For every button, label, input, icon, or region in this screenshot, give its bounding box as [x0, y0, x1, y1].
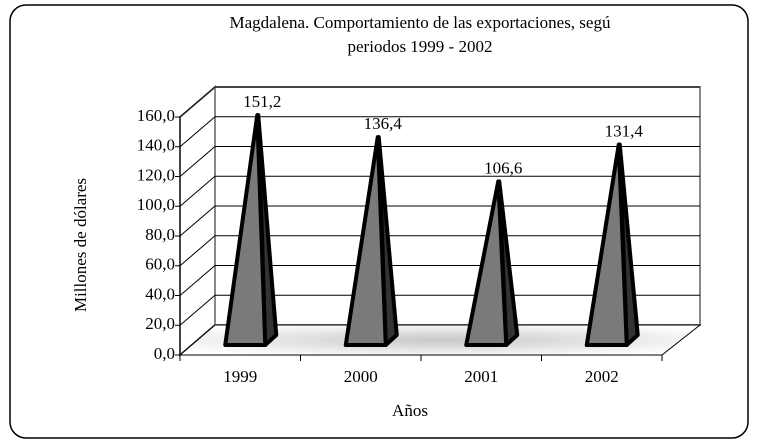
y-tick-label: 80,0	[145, 225, 175, 244]
y-tick-label: 40,0	[145, 284, 175, 303]
data-label: 131,4	[605, 121, 644, 140]
grid-line	[179, 146, 216, 177]
y-tick-label: 120,0	[137, 165, 175, 184]
x-tick-label: 2000	[344, 367, 378, 386]
chart-title: periodos 1999 - 2002	[348, 37, 493, 56]
data-label: 136,4	[364, 114, 403, 133]
grid-line	[179, 175, 216, 207]
x-tick-label: 2001	[464, 367, 498, 386]
y-tick-label: 0,0	[154, 344, 175, 363]
bar	[343, 135, 388, 347]
x-tick-label: 2002	[585, 367, 619, 386]
y-tick-label: 20,0	[145, 314, 175, 333]
grid-line	[179, 235, 216, 267]
grid-line	[179, 86, 216, 118]
y-tick-label: 160,0	[137, 106, 175, 125]
bar	[584, 142, 629, 347]
y-tick-label: 60,0	[145, 255, 175, 274]
bar	[464, 179, 509, 347]
chart-title: Magdalena. Comportamiento de las exporta…	[230, 13, 611, 32]
y-tick-label: 140,0	[137, 136, 175, 155]
grid-line	[179, 294, 216, 326]
bar	[223, 113, 268, 347]
grid-line	[179, 265, 216, 296]
x-axis-label: Años	[392, 401, 428, 420]
x-tick-label: 1999	[223, 367, 257, 386]
y-tick-label: 100,0	[137, 195, 175, 214]
data-label: 151,2	[243, 92, 281, 111]
grid-line	[179, 205, 216, 237]
data-label: 106,6	[484, 158, 522, 177]
grid-line	[179, 324, 216, 356]
y-axis-label: Millones de dólares	[71, 178, 90, 312]
grid-line	[179, 116, 216, 148]
